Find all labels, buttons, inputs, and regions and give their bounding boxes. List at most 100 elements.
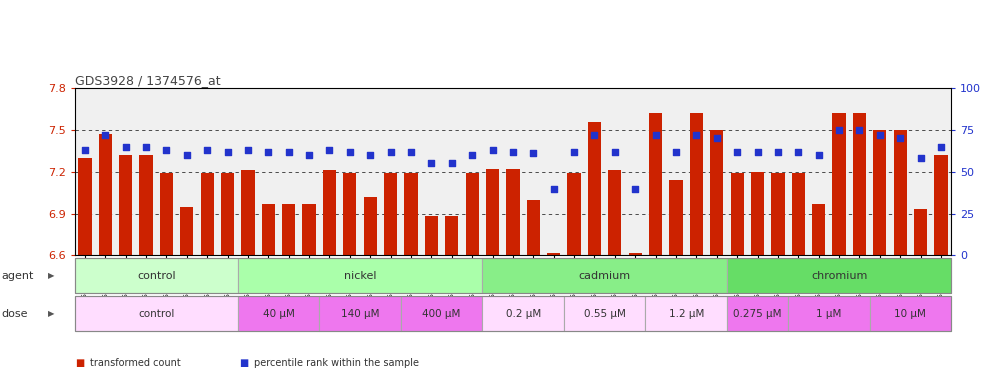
Point	[322, 147, 338, 153]
Point	[791, 149, 807, 155]
Point	[158, 147, 174, 153]
Point	[852, 127, 868, 133]
Bar	[384, 173, 397, 255]
Point	[770, 149, 786, 155]
Bar	[727, 296, 788, 331]
Bar	[870, 296, 951, 331]
Bar	[75, 258, 238, 293]
Bar	[200, 173, 214, 255]
Bar	[180, 207, 193, 255]
Point	[423, 161, 439, 167]
Bar	[445, 216, 458, 255]
Text: ▶: ▶	[48, 271, 55, 280]
Bar	[221, 173, 234, 255]
Bar	[564, 296, 645, 331]
Bar	[788, 296, 870, 331]
Text: 400 μM: 400 μM	[422, 309, 461, 319]
Bar	[323, 170, 336, 255]
Point	[485, 147, 501, 153]
Bar	[486, 169, 499, 255]
Point	[444, 161, 460, 167]
Bar	[609, 170, 622, 255]
Text: percentile rank within the sample: percentile rank within the sample	[254, 358, 419, 368]
Bar	[751, 172, 764, 255]
Point	[729, 149, 745, 155]
Bar	[568, 173, 581, 255]
Text: 140 μM: 140 μM	[341, 309, 379, 319]
Bar	[400, 296, 482, 331]
Bar	[727, 258, 951, 293]
Bar	[320, 296, 400, 331]
Bar	[771, 173, 785, 255]
Bar	[120, 155, 132, 255]
Bar	[238, 258, 482, 293]
Text: GDS3928 / 1374576_at: GDS3928 / 1374576_at	[75, 74, 220, 87]
Bar	[934, 155, 947, 255]
Text: 0.55 μM: 0.55 μM	[584, 309, 625, 319]
Point	[525, 151, 541, 157]
Text: 1.2 μM: 1.2 μM	[668, 309, 704, 319]
Bar	[241, 170, 255, 255]
Bar	[893, 130, 906, 255]
Point	[892, 135, 908, 141]
Point	[138, 144, 154, 150]
Point	[342, 149, 358, 155]
Text: ■: ■	[75, 358, 84, 368]
Bar	[282, 204, 296, 255]
Point	[668, 149, 684, 155]
Point	[403, 149, 419, 155]
Point	[607, 149, 622, 155]
Bar	[812, 204, 826, 255]
Point	[647, 132, 663, 138]
Point	[199, 147, 215, 153]
Bar	[303, 204, 316, 255]
Point	[219, 149, 235, 155]
Bar	[364, 197, 376, 255]
Text: ■: ■	[239, 358, 248, 368]
Point	[260, 149, 276, 155]
Point	[301, 152, 317, 158]
Text: ▶: ▶	[48, 310, 55, 318]
Bar	[99, 134, 112, 255]
Bar	[75, 296, 238, 331]
Bar	[730, 173, 744, 255]
Bar	[669, 180, 682, 255]
Bar	[645, 296, 727, 331]
Bar	[628, 253, 641, 255]
Text: 40 μM: 40 μM	[263, 309, 295, 319]
Text: 0.2 μM: 0.2 μM	[506, 309, 541, 319]
Bar	[690, 113, 703, 255]
Point	[750, 149, 766, 155]
Point	[912, 156, 928, 162]
Bar	[238, 296, 320, 331]
Point	[77, 147, 93, 153]
Text: agent: agent	[1, 270, 34, 281]
Bar	[424, 216, 438, 255]
Bar	[79, 158, 92, 255]
Point	[872, 132, 887, 138]
Bar	[344, 173, 357, 255]
Point	[179, 152, 195, 158]
Bar	[404, 173, 417, 255]
Point	[505, 149, 521, 155]
Point	[688, 132, 704, 138]
Bar	[465, 173, 479, 255]
Point	[933, 144, 949, 150]
Point	[118, 144, 133, 150]
Bar	[649, 113, 662, 255]
Bar	[710, 130, 723, 255]
Point	[627, 185, 643, 192]
Bar	[833, 113, 846, 255]
Text: control: control	[136, 270, 175, 281]
Point	[546, 185, 562, 192]
Point	[240, 147, 256, 153]
Text: 1 μM: 1 μM	[816, 309, 842, 319]
Text: dose: dose	[1, 309, 28, 319]
Bar	[873, 130, 886, 255]
Bar	[527, 200, 540, 255]
Text: cadmium: cadmium	[579, 270, 630, 281]
Point	[382, 149, 398, 155]
Bar	[482, 258, 727, 293]
Text: control: control	[138, 309, 174, 319]
Bar	[792, 173, 805, 255]
